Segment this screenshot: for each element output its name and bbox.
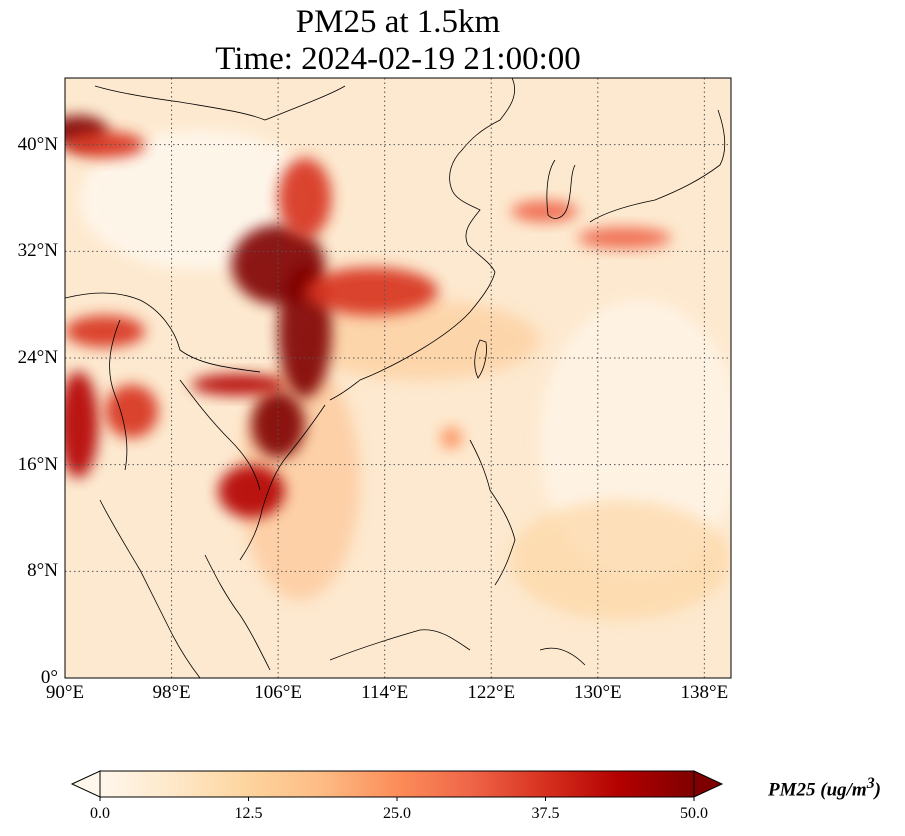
pm25-hotspot xyxy=(577,227,672,249)
korea-coastline xyxy=(546,159,576,219)
gridlines xyxy=(65,78,731,678)
background-pm25-wash xyxy=(80,130,731,620)
border-line xyxy=(109,319,128,471)
vietnam-coastline xyxy=(239,404,326,561)
latitude-tick-label: 24°N xyxy=(17,347,58,368)
map-title-line-2: Time: 2024-02-19 21:00:00 xyxy=(215,41,581,77)
longitude-tick-label: 138°E xyxy=(680,682,729,703)
japan-coastline xyxy=(589,109,726,223)
colorbar xyxy=(70,770,724,801)
pm25-hotspot xyxy=(65,371,99,478)
border-line xyxy=(94,85,346,121)
pm25-hotspot xyxy=(104,384,159,439)
china-coastline xyxy=(329,78,516,401)
colorbar-extend-max xyxy=(693,770,724,798)
longitude-tick-label: 90°E xyxy=(45,682,85,703)
colorbar-label-var: PM25 (ug/m xyxy=(768,779,867,801)
pm25-hotspot xyxy=(278,158,332,238)
pm25-hotspot xyxy=(191,374,285,396)
map-frame xyxy=(64,77,732,679)
longitude-tick-label: 114°E xyxy=(361,682,409,703)
longitude-tick-label: 106°E xyxy=(254,682,302,703)
latitude-tick-label: 0° xyxy=(40,667,58,688)
colorbar-tick-label: 25.0 xyxy=(383,805,411,822)
colorbar-tick-label: 0.0 xyxy=(90,805,110,822)
colorbar-tick-label: 12.5 xyxy=(234,805,263,822)
coastlines xyxy=(65,78,726,678)
colorbar-label-superscript: 3 xyxy=(866,775,875,792)
pm25-hotspot xyxy=(65,131,145,159)
latitude-tick-label: 40°N xyxy=(17,133,58,155)
taiwan-coastline xyxy=(474,339,487,379)
colorbar-gradient xyxy=(99,770,695,798)
pm25-hotspot xyxy=(304,267,438,316)
colorbar-tick-label: 50.0 xyxy=(680,805,708,822)
pm25-hotspot xyxy=(511,200,578,222)
pm25-hotspot xyxy=(440,427,462,449)
map-area xyxy=(65,78,731,678)
moderate-pm25-region xyxy=(300,300,540,380)
colorbar-tick-label: 37.5 xyxy=(531,805,560,822)
pm25-hotspot xyxy=(218,464,285,518)
pm25-hotspot xyxy=(65,315,145,348)
latitude-tick-label: 32°N xyxy=(17,240,58,262)
border-line xyxy=(179,379,261,491)
longitude-tick-label: 122°E xyxy=(467,682,516,703)
colorbar-label: PM25 (ug/m3) xyxy=(768,775,881,801)
borneo-coastline xyxy=(329,629,471,661)
malay-peninsula-coastline xyxy=(204,554,271,671)
border-line xyxy=(65,292,261,373)
longitude-tick-label: 130°E xyxy=(573,682,622,703)
sumatra-coastline xyxy=(99,499,201,678)
longitude-tick-label: 98°E xyxy=(152,682,191,703)
philippines-coastline xyxy=(469,439,516,586)
island-coastline xyxy=(539,647,586,666)
latitude-tick-label: 8°N xyxy=(27,560,58,582)
colorbar-label-end: ) xyxy=(874,779,881,801)
colorbar-extend-min xyxy=(70,770,101,798)
moderate-pm25-region xyxy=(510,500,730,620)
map-title-line-1: PM25 at 1.5km xyxy=(295,4,501,40)
latitude-tick-label: 16°N xyxy=(17,453,58,475)
